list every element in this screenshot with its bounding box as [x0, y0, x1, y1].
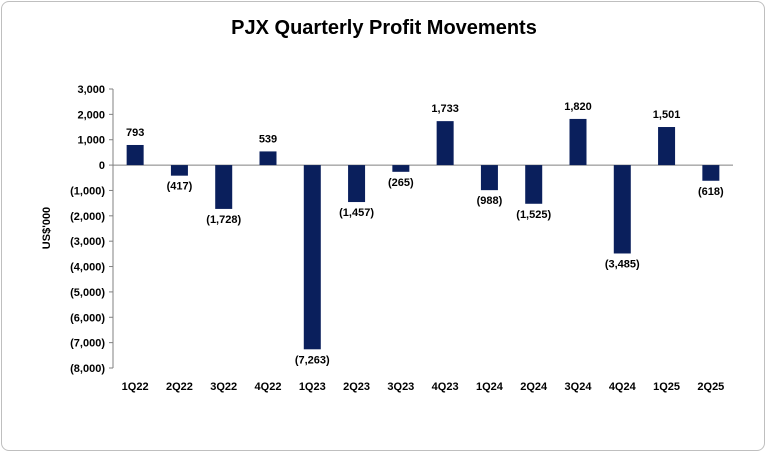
- bar-1Q22: [126, 144, 144, 166]
- bar-2Q24: [525, 165, 543, 204]
- bar-3Q23: [392, 165, 410, 172]
- x-tick-label: 3Q22: [210, 381, 237, 393]
- data-label: (417): [167, 181, 193, 193]
- y-tick-label: 0: [99, 160, 105, 172]
- y-tick-label: (4,000): [70, 262, 105, 274]
- x-tick-label: 3Q23: [387, 381, 414, 393]
- x-tick-label: 4Q24: [609, 381, 637, 393]
- data-label: 1,820: [564, 101, 592, 113]
- bar-1Q25: [658, 127, 676, 166]
- y-tick-label: (8,000): [70, 363, 105, 375]
- bar-3Q22: [215, 165, 233, 209]
- bar-3Q24: [569, 118, 587, 166]
- bar-2Q23: [348, 165, 366, 203]
- bar-4Q24: [613, 165, 631, 254]
- bar-1Q24: [480, 165, 498, 191]
- plot-area: 3,000 2,000 1,000 0 (1,000) (2,000) (3,000) (4,…: [70, 84, 733, 393]
- bar-1Q23: [303, 165, 321, 350]
- data-label: (618): [698, 186, 724, 198]
- data-label: 1,733: [431, 103, 459, 115]
- bar-2Q22: [170, 165, 188, 176]
- data-label: 793: [126, 127, 144, 139]
- data-label: (988): [477, 195, 503, 207]
- bar-4Q22: [259, 151, 277, 166]
- bar-4Q23: [436, 121, 454, 166]
- y-tick-label: 2,000: [77, 109, 105, 121]
- data-label: (265): [388, 177, 414, 189]
- y-tick-label: (2,000): [70, 211, 105, 223]
- data-label: 1,501: [653, 109, 681, 121]
- y-tick-label: (7,000): [70, 338, 105, 350]
- x-tick-label: 1Q24: [476, 381, 504, 393]
- data-label: 539: [259, 133, 277, 145]
- y-tick-label: (6,000): [70, 312, 105, 324]
- x-tick-label: 2Q25: [697, 381, 724, 393]
- x-tick-label: 4Q23: [432, 381, 459, 393]
- y-tick-label: 3,000: [77, 84, 105, 96]
- data-label: (1,728): [206, 214, 241, 226]
- y-tick-label: (1,000): [70, 185, 105, 197]
- y-tick-label: (5,000): [70, 287, 105, 299]
- y-axis-label: US$'000: [41, 207, 53, 249]
- x-tick-label: 2Q22: [166, 381, 193, 393]
- x-tick-label: 4Q22: [255, 381, 282, 393]
- x-tick-label: 2Q24: [520, 381, 548, 393]
- bar-2Q25: [702, 165, 720, 181]
- x-tick-label: 3Q24: [565, 381, 593, 393]
- chart-title: PJX Quarterly Profit Movements: [231, 17, 537, 39]
- y-tick-label: (3,000): [70, 236, 105, 248]
- x-tick-label: 1Q25: [653, 381, 680, 393]
- x-tick-label: 1Q23: [299, 381, 326, 393]
- x-tick-label: 1Q22: [122, 381, 149, 393]
- data-label: (3,485): [605, 258, 640, 270]
- y-tick-label: 1,000: [77, 135, 105, 147]
- x-tick-label: 2Q23: [343, 381, 370, 393]
- data-label: (1,457): [339, 207, 374, 219]
- data-label: (7,263): [295, 354, 330, 366]
- data-label: (1,525): [516, 209, 551, 221]
